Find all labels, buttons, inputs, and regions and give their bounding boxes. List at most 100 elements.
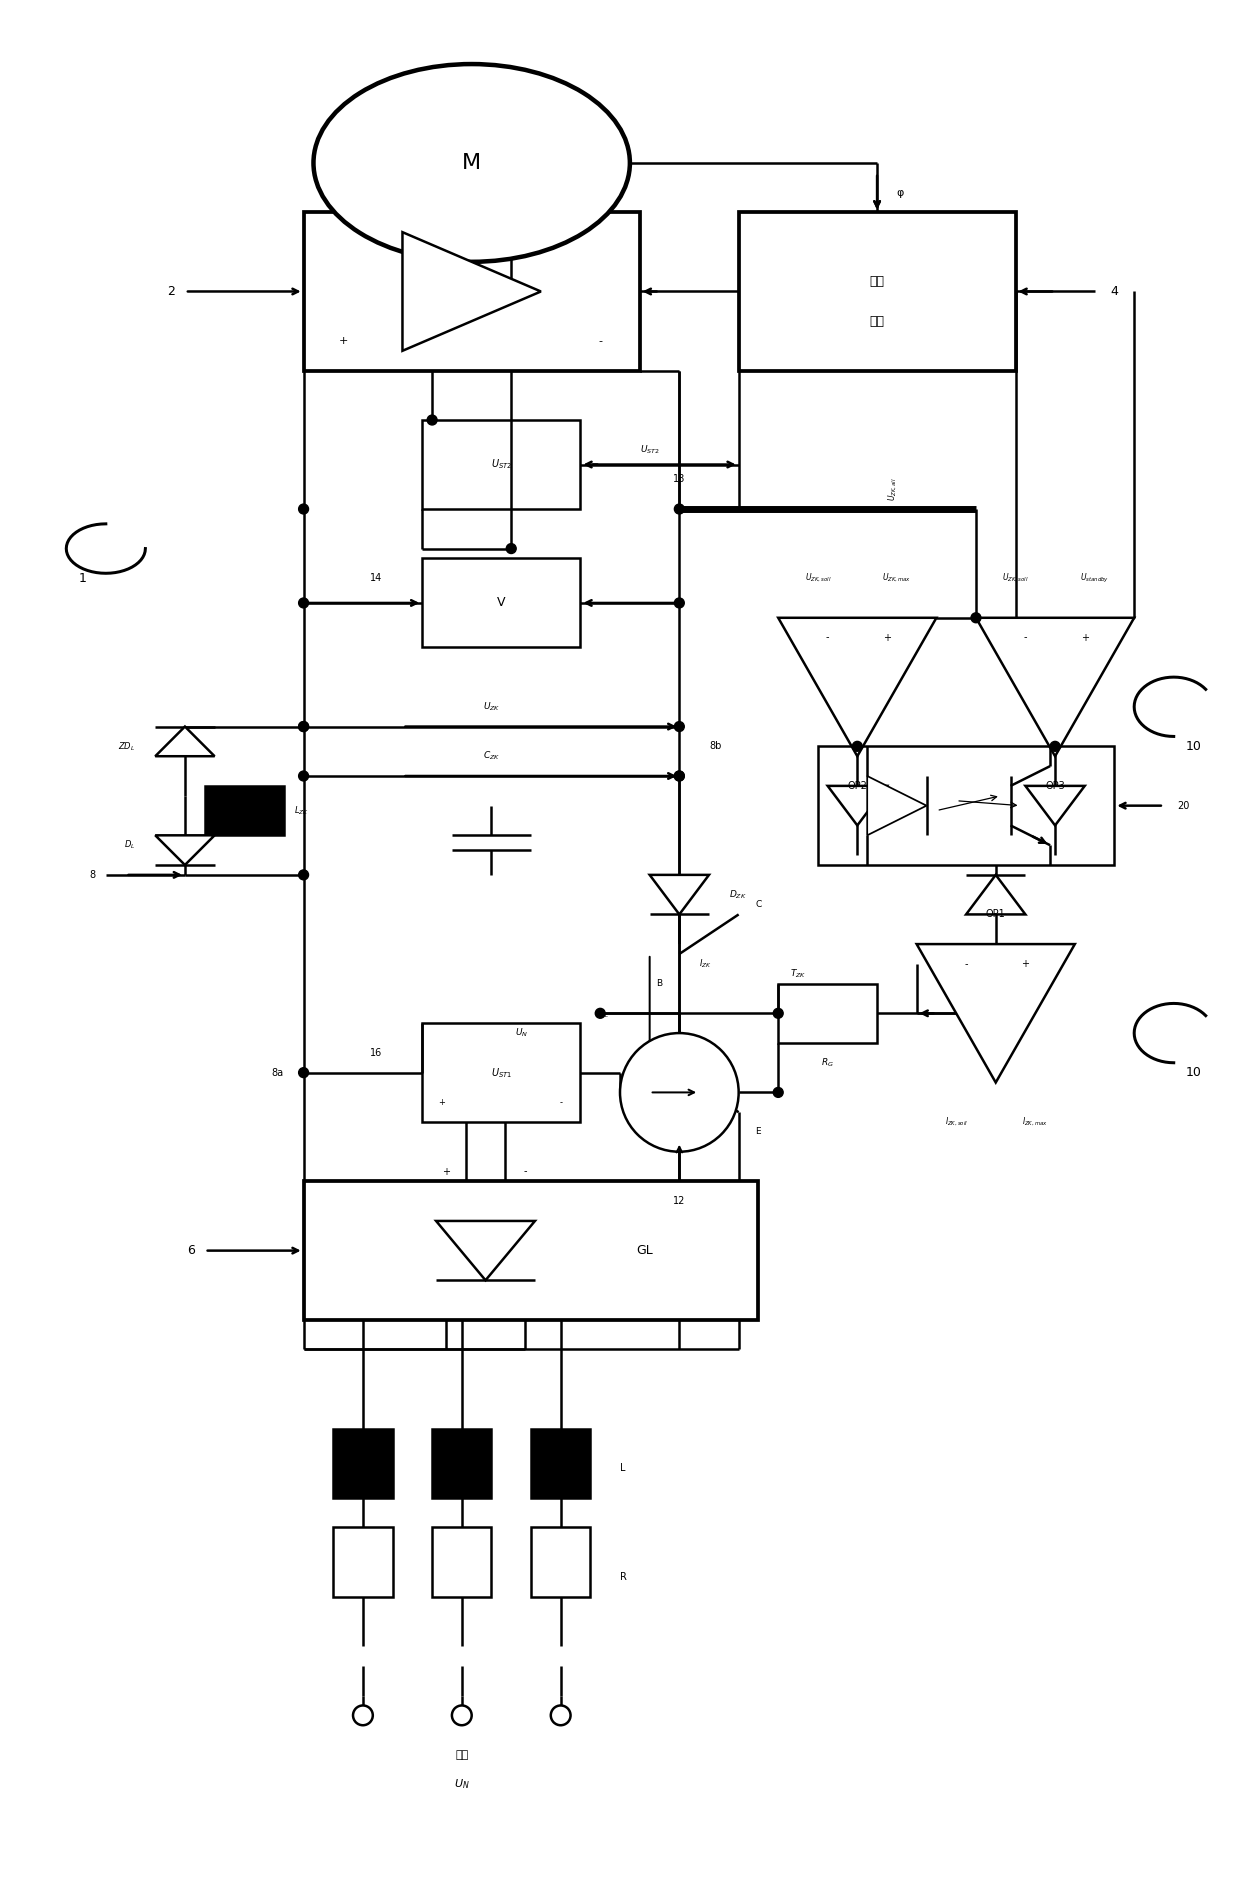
Circle shape: [675, 771, 684, 781]
Circle shape: [451, 1706, 471, 1725]
Text: $R_G$: $R_G$: [821, 1057, 835, 1068]
Ellipse shape: [314, 65, 630, 263]
Bar: [423, 1022, 580, 1121]
Text: 8a: 8a: [272, 1068, 284, 1078]
Circle shape: [620, 1034, 739, 1152]
Circle shape: [299, 1068, 309, 1078]
Text: $U_N$: $U_N$: [454, 1778, 470, 1792]
Polygon shape: [155, 836, 215, 864]
Text: +: +: [339, 335, 348, 347]
Text: $U_N$: $U_N$: [515, 1026, 528, 1040]
Circle shape: [675, 505, 684, 514]
Text: GL: GL: [636, 1243, 653, 1257]
Text: -: -: [523, 1167, 527, 1177]
Circle shape: [774, 1009, 784, 1019]
Text: -: -: [559, 1099, 562, 1106]
Text: 14: 14: [371, 573, 383, 583]
Circle shape: [353, 1706, 373, 1725]
Circle shape: [852, 741, 862, 752]
Circle shape: [595, 1009, 605, 1019]
Text: 20: 20: [1178, 802, 1190, 811]
Text: $U_{ZK}$: $U_{ZK}$: [482, 701, 500, 712]
Bar: [334, 1428, 393, 1498]
Text: OP1: OP1: [986, 910, 1006, 920]
Text: $U_{ZK,max}$: $U_{ZK,max}$: [883, 571, 911, 585]
Text: OP3: OP3: [1045, 781, 1065, 790]
Bar: [304, 213, 640, 371]
Polygon shape: [650, 874, 709, 914]
Text: φ: φ: [897, 188, 904, 198]
Bar: [432, 1527, 491, 1597]
Text: 电源: 电源: [455, 1750, 469, 1759]
Bar: [817, 746, 1115, 864]
Text: 电机: 电机: [869, 274, 884, 288]
Text: $ZD_L$: $ZD_L$: [118, 741, 135, 752]
Text: OP2: OP2: [847, 781, 867, 790]
Text: 1: 1: [78, 571, 86, 585]
Bar: [205, 786, 284, 836]
Text: $I_{ZK,soll}$: $I_{ZK,soll}$: [945, 1116, 967, 1129]
Text: $U_{ZK,soll}$: $U_{ZK,soll}$: [1002, 571, 1029, 585]
Text: 8: 8: [89, 870, 95, 880]
Polygon shape: [916, 944, 1075, 1083]
Polygon shape: [827, 786, 887, 826]
Bar: [334, 1527, 393, 1597]
Text: $I_{ZK}$: $I_{ZK}$: [699, 958, 712, 971]
Text: 10: 10: [1185, 1066, 1202, 1080]
Text: $L_{ZK}$: $L_{ZK}$: [294, 803, 309, 817]
Text: 10: 10: [1185, 741, 1202, 752]
Bar: [531, 1428, 590, 1498]
Text: 4: 4: [1111, 286, 1118, 299]
Text: R: R: [620, 1573, 627, 1582]
Bar: [779, 984, 877, 1043]
Text: $U_{ZK,soll}$: $U_{ZK,soll}$: [805, 571, 831, 585]
Text: E: E: [755, 1127, 761, 1137]
Text: $U_{ST2}$: $U_{ST2}$: [640, 444, 660, 455]
Text: L: L: [620, 1462, 625, 1474]
Circle shape: [1050, 741, 1060, 752]
Circle shape: [299, 505, 309, 514]
Text: $U_{ST1}$: $U_{ST1}$: [491, 1066, 512, 1080]
Text: +: +: [883, 632, 892, 642]
Text: 12: 12: [673, 1196, 686, 1205]
Text: +: +: [1081, 632, 1089, 642]
Text: -: -: [826, 632, 830, 642]
Text: V: V: [497, 596, 506, 609]
Text: 18: 18: [673, 474, 686, 484]
Text: -: -: [598, 335, 603, 347]
Text: $U_{ZK,all}$: $U_{ZK,all}$: [887, 478, 899, 501]
Text: M: M: [463, 152, 481, 173]
Text: 控制: 控制: [869, 314, 884, 327]
Bar: [423, 558, 580, 647]
Text: $T_{ZK}$: $T_{ZK}$: [790, 967, 806, 981]
Circle shape: [971, 613, 981, 623]
Polygon shape: [155, 727, 215, 756]
Text: $C_{ZK}$: $C_{ZK}$: [482, 750, 500, 762]
Text: $U_{standby}$: $U_{standby}$: [1080, 571, 1110, 585]
Circle shape: [675, 722, 684, 731]
Bar: [432, 1428, 491, 1498]
Text: -: -: [965, 960, 968, 969]
Circle shape: [675, 598, 684, 607]
Text: 6: 6: [187, 1243, 195, 1257]
Circle shape: [299, 771, 309, 781]
Polygon shape: [403, 232, 541, 350]
Circle shape: [551, 1706, 570, 1725]
Text: $U_{CE}$: $U_{CE}$: [595, 1007, 610, 1019]
Circle shape: [774, 1087, 784, 1097]
Bar: [423, 421, 580, 508]
Text: $D_L$: $D_L$: [124, 840, 135, 851]
Text: +: +: [439, 1099, 445, 1106]
Circle shape: [299, 598, 309, 607]
Circle shape: [675, 771, 684, 781]
Text: 2: 2: [167, 286, 175, 299]
Text: $I_{ZK,max}$: $I_{ZK,max}$: [1023, 1116, 1048, 1129]
Circle shape: [506, 545, 516, 554]
Polygon shape: [966, 874, 1025, 914]
Text: +: +: [441, 1167, 450, 1177]
Polygon shape: [1025, 786, 1085, 826]
Circle shape: [428, 415, 436, 425]
Circle shape: [299, 722, 309, 731]
Text: $U_{ST2}$: $U_{ST2}$: [491, 457, 512, 472]
Text: $D_{ZK}$: $D_{ZK}$: [729, 889, 746, 901]
